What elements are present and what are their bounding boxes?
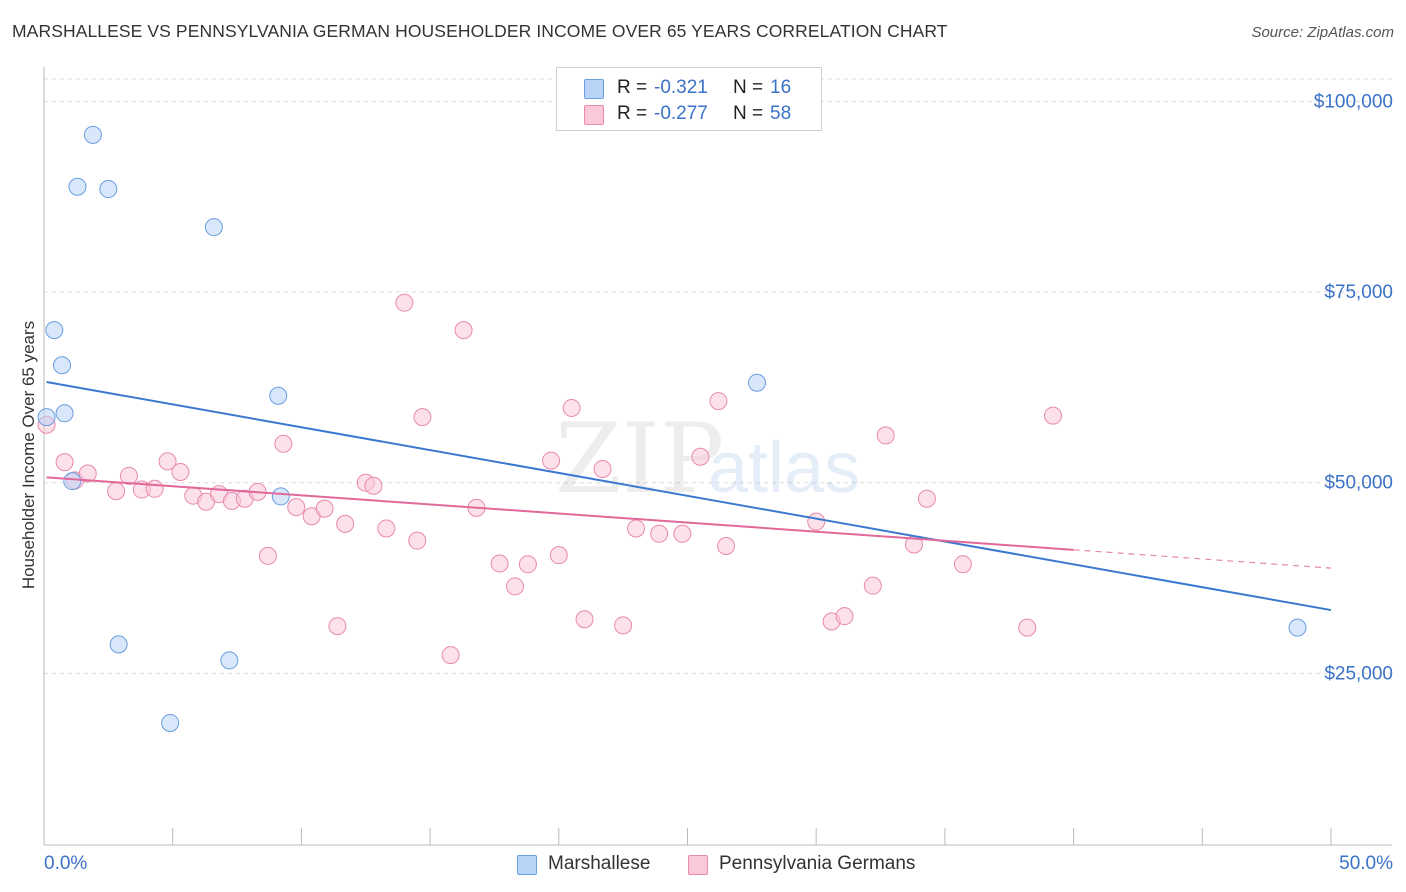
pennsylvania-germans-point [506, 577, 525, 596]
pennsylvania-germans-point [55, 453, 74, 472]
pennsylvania-germans-point [835, 607, 854, 626]
y-tick-label: $75,000 [1324, 282, 1393, 303]
pennsylvania-germans-point [1018, 618, 1037, 637]
pennsylvania-germans-point [650, 524, 669, 543]
marshallese-point [204, 218, 223, 237]
pennsylvania-germans-point [593, 459, 612, 478]
pennsylvania-germans-point [408, 531, 427, 550]
pennsylvania-germans-point [377, 519, 396, 538]
pennsylvania-germans-point [575, 610, 594, 629]
legend-label-pennsylvania-germans: Pennsylvania Germans [719, 853, 916, 874]
marshallese-points [37, 125, 1307, 732]
pennsylvania-germans-point [454, 321, 473, 340]
marshallese-swatch [517, 855, 537, 875]
marshallese-point [53, 356, 72, 375]
marshallese-point [45, 321, 64, 340]
pennsylvania-germans-point [78, 464, 97, 483]
pennsylvania-germans-point [119, 466, 138, 485]
pennsylvania-germans-point [953, 555, 972, 574]
pennsylvania-germans-point [490, 554, 509, 573]
x-tick-label-min: 0.0% [44, 853, 87, 874]
y-tick-label: $50,000 [1324, 473, 1393, 494]
pennsylvania-germans-point [709, 392, 728, 411]
pennsylvania-germans-point [328, 617, 347, 636]
pennsylvania-germans-trend-line [46, 476, 1074, 551]
y-tick-label: $25,000 [1324, 663, 1393, 684]
pennsylvania-germans-swatch [584, 105, 604, 125]
pennsylvania-germans-point [413, 408, 432, 427]
marshallese-point [271, 487, 290, 506]
n-value-pennsylvania-germans: 58 [770, 103, 792, 124]
marshallese-point [63, 472, 82, 491]
marshallese-point [109, 635, 128, 654]
pennsylvania-germans-point [258, 546, 277, 565]
marshallese-point [161, 713, 180, 732]
pennsylvania-germans-point [107, 482, 126, 501]
pennsylvania-germans-point [145, 479, 164, 498]
marshallese-trend-line [46, 381, 1332, 612]
pennsylvania-germans-point [315, 499, 334, 518]
r-value-marshallese: -0.321 [654, 77, 708, 98]
correlation-legend: R = -0.321 N = 16 R = -0.277 N = 58 [556, 67, 822, 131]
marshallese-swatch [584, 79, 604, 99]
marshallese-point [68, 177, 87, 196]
legend-row-pennsylvania-germans: R = -0.277 N = 58 [557, 100, 821, 128]
r-value-pennsylvania-germans: -0.277 [654, 103, 708, 124]
y-tick-labels: $25,000 $50,000 $75,000 $100,000 [1314, 91, 1393, 684]
pennsylvania-germans-point [549, 546, 568, 565]
r-label: R = [617, 77, 648, 98]
pennsylvania-germans-points [37, 293, 1063, 665]
pennsylvania-germans-point [1044, 406, 1063, 425]
watermark-atlas: atlas [708, 428, 860, 508]
y-axis-label: Householder Income Over 65 years [19, 320, 38, 590]
legend-label-marshallese: Marshallese [548, 853, 651, 874]
pennsylvania-germans-point [171, 463, 190, 482]
marshallese-point [55, 404, 74, 423]
pennsylvania-germans-point [158, 452, 177, 471]
pennsylvania-germans-swatch [688, 855, 708, 875]
pennsylvania-germans-point [614, 616, 633, 635]
x-tick-label-max: 50.0% [1339, 853, 1393, 874]
trend-lines [46, 381, 1332, 612]
pennsylvania-germans-point [917, 489, 936, 508]
pennsylvania-germans-point [876, 426, 895, 445]
marshallese-point [37, 408, 56, 427]
source-label: Source: ZipAtlas.com [1251, 24, 1394, 41]
x-tick-labels: 0.0% 50.0% [44, 853, 1393, 874]
pennsylvania-germans-point [518, 555, 537, 574]
pennsylvania-germans-point [364, 476, 383, 495]
marshallese-point [99, 180, 118, 199]
n-value-marshallese: 16 [770, 77, 792, 98]
series-legend: Marshallese Pennsylvania Germans [0, 852, 1406, 878]
axes [43, 67, 1392, 846]
pennsylvania-germans-point [863, 576, 882, 595]
pennsylvania-germans-point [274, 434, 293, 453]
pennsylvania-germans-point [627, 519, 646, 538]
pennsylvania-germans-point [717, 537, 736, 556]
legend-row-marshallese: R = -0.321 N = 16 [557, 74, 821, 102]
marshallese-point [269, 386, 288, 405]
pennsylvania-germans-trend-extension [1073, 549, 1332, 569]
pennsylvania-germans-point [336, 514, 355, 533]
pennsylvania-germans-point [287, 498, 306, 517]
pennsylvania-germans-point [807, 512, 826, 531]
marshallese-point [83, 125, 102, 144]
r-label: R = [617, 103, 648, 124]
y-tick-label: $100,000 [1314, 91, 1393, 112]
pennsylvania-germans-point [673, 524, 692, 543]
marshallese-point [220, 651, 239, 670]
pennsylvania-germans-point [562, 398, 581, 417]
pennsylvania-germans-point [441, 646, 460, 665]
pennsylvania-germans-point [395, 293, 414, 312]
chart-title: MARSHALLESE VS PENNSYLVANIA GERMAN HOUSE… [12, 21, 948, 41]
marshallese-point [747, 373, 766, 392]
pennsylvania-germans-point [691, 447, 710, 466]
n-label: N = [733, 103, 764, 124]
n-label: N = [733, 77, 764, 98]
pennsylvania-germans-point [542, 451, 561, 470]
marshallese-point [1288, 618, 1307, 637]
